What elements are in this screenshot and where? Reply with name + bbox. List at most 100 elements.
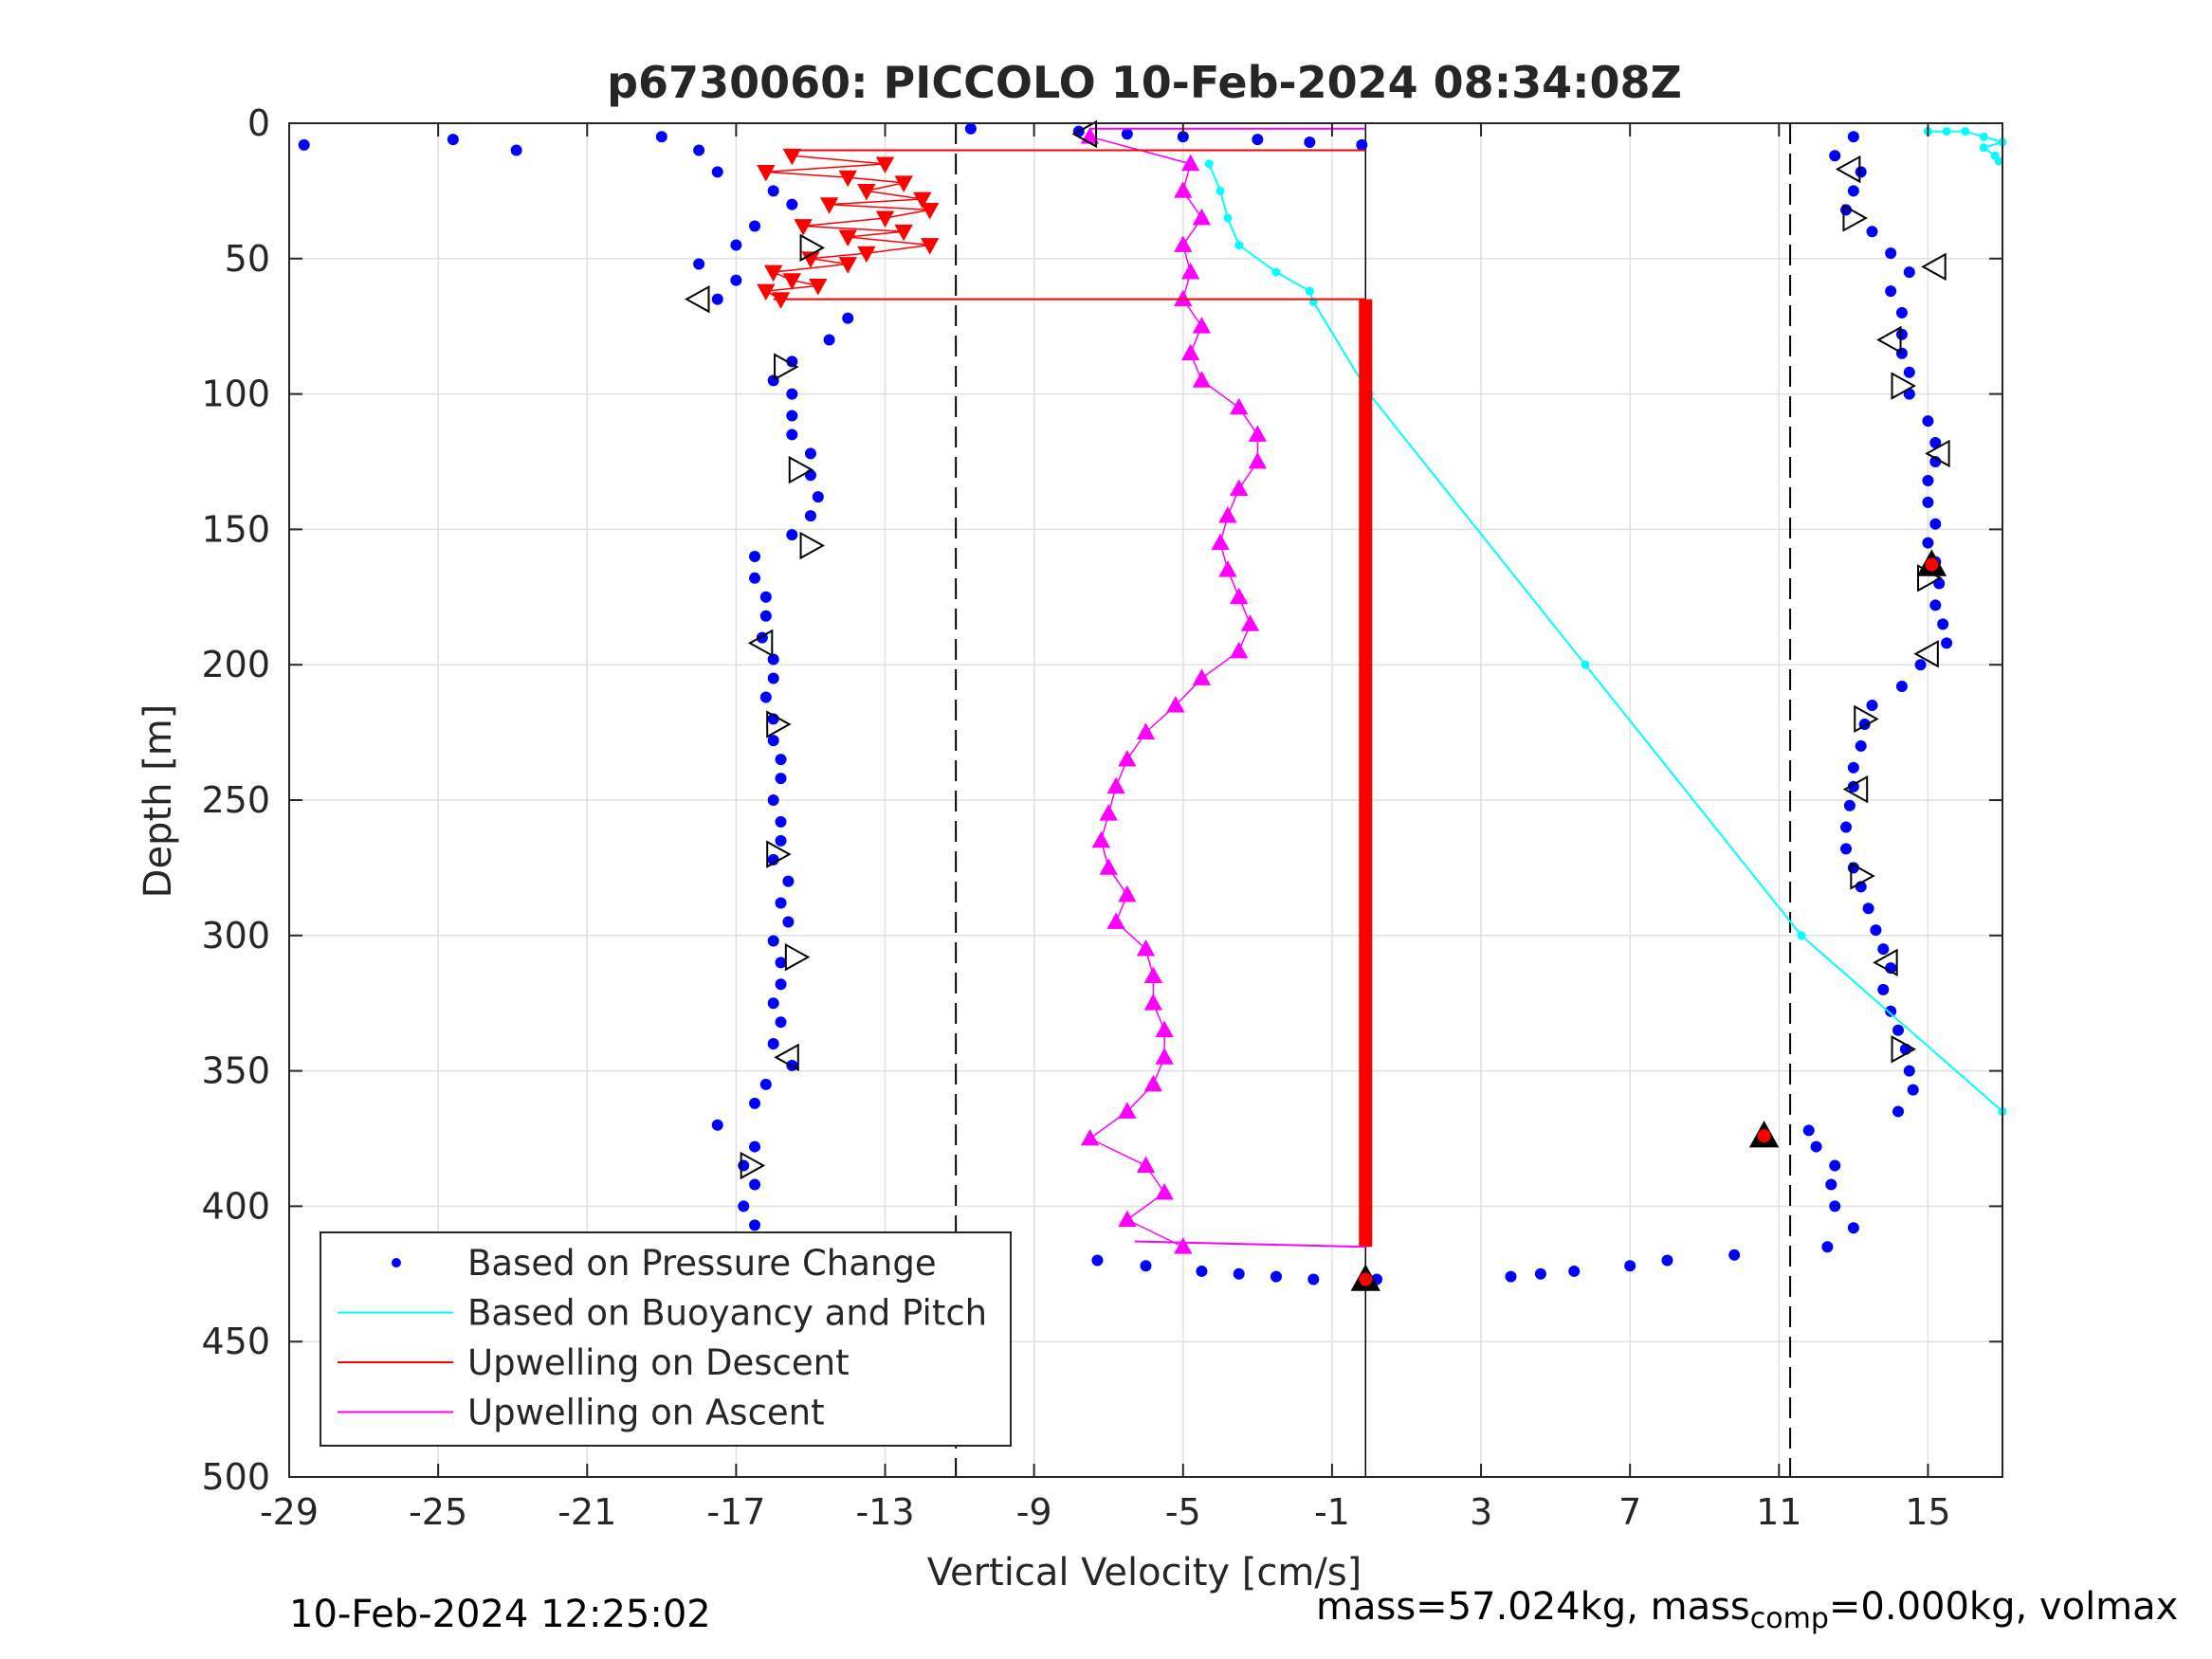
upwelling-ascent-point — [1230, 397, 1249, 415]
pressure-change-point — [759, 610, 772, 622]
upwelling-ascent-point — [1248, 425, 1268, 442]
pressure-change-point — [1941, 637, 1953, 649]
pressure-change-point — [1862, 902, 1874, 915]
x-tick-label: -21 — [558, 1491, 616, 1533]
pressure-change-point — [775, 897, 787, 909]
footer-mass-sub: comp — [1749, 1602, 1829, 1635]
x-tick-label: -1 — [1314, 1491, 1350, 1533]
pressure-change-point — [1661, 1254, 1673, 1267]
upwelling-ascent-point — [1143, 966, 1163, 984]
pressure-change-point — [1140, 1260, 1152, 1272]
pressure-change-point — [1847, 761, 1859, 774]
upwelling-ascent-point — [1174, 1237, 1193, 1254]
pressure-change-point — [1877, 943, 1890, 956]
pressure-change-point — [693, 258, 705, 270]
highlight-marker-dot — [1757, 1129, 1771, 1143]
pressure-change-point — [1892, 1105, 1905, 1118]
open-triangle-marker — [774, 1043, 799, 1072]
upwelling-ascent-point — [1248, 451, 1268, 469]
upwelling-ascent-point — [1155, 1020, 1174, 1038]
y-tick-label: 100 — [201, 374, 270, 415]
upwelling-ascent-point — [1106, 776, 1125, 794]
upwelling-ascent-point — [1136, 1156, 1156, 1173]
pressure-change-point — [1840, 821, 1853, 833]
pressure-change-point — [749, 1140, 761, 1153]
pressure-change-point — [775, 754, 787, 766]
pressure-change-point — [1903, 1065, 1915, 1077]
pressure-change-point — [1922, 537, 1934, 549]
open-triangle-marker — [766, 840, 792, 868]
x-tick-label: -29 — [260, 1491, 319, 1533]
upwelling-descent-point — [782, 273, 802, 290]
upwelling-ascent-point — [1080, 1128, 1100, 1146]
pressure-change-point — [759, 1078, 772, 1090]
pressure-change-point — [1829, 150, 1841, 162]
pressure-change-point — [767, 185, 779, 197]
upwelling-ascent-point — [1166, 695, 1185, 713]
pressure-change-point — [1914, 659, 1927, 671]
upwelling-ascent-point — [1192, 208, 1212, 226]
open-triangle-marker — [1842, 775, 1869, 804]
pressure-change-point — [1840, 843, 1853, 855]
pressure-change-point — [767, 735, 779, 747]
pressure-change-point — [1624, 1260, 1636, 1272]
upwelling-descent-point — [920, 238, 940, 255]
open-triangle-marker — [1850, 862, 1875, 890]
open-triangle-marker — [766, 710, 792, 738]
legend-label: Upwelling on Ascent — [467, 1393, 825, 1433]
upwelling-descent-point — [757, 283, 776, 301]
upwelling-descent-point — [913, 191, 932, 210]
upwelling-ascent-point — [1192, 317, 1212, 334]
pressure-change-point — [823, 334, 835, 346]
upwelling-ascent-point — [1180, 263, 1200, 280]
pressure-change-point — [1895, 328, 1908, 340]
pressure-change-point — [786, 198, 798, 210]
pressure-change-point — [749, 1219, 761, 1231]
pressure-change-point — [1885, 1005, 1897, 1017]
open-triangle-marker — [1891, 372, 1916, 400]
footer-mass-prefix: mass=57.024kg, mass — [1316, 1585, 1750, 1629]
pressure-change-point — [786, 428, 798, 441]
pressure-change-point — [1847, 185, 1859, 197]
buoyancy-pitch-point — [1271, 267, 1281, 277]
pressure-change-point — [1728, 1249, 1741, 1261]
upwelling-descent-point — [838, 257, 857, 274]
pressure-change-point — [1196, 1265, 1208, 1277]
upwelling-ascent-point — [1118, 1102, 1137, 1119]
pressure-change-point — [1877, 983, 1890, 995]
buoyancy-pitch-point — [1979, 143, 1988, 153]
pressure-change-point — [1937, 618, 1949, 630]
y-tick-label: 0 — [247, 102, 270, 144]
open-triangle-marker — [685, 284, 710, 314]
upwelling-descent-line — [763, 155, 930, 301]
upwelling-ascent-point — [1155, 1183, 1174, 1200]
pressure-change-point — [1177, 131, 1189, 143]
upwelling-ascent-point — [1180, 343, 1200, 361]
pressure-change-point — [749, 220, 761, 232]
pressure-change-point — [693, 144, 705, 156]
y-tick-label: 200 — [201, 644, 270, 685]
buoyancy-pitch-point — [1234, 241, 1244, 250]
pressure-change-point — [1534, 1267, 1546, 1280]
x-tick-label: -25 — [409, 1491, 467, 1533]
pressure-change-point — [964, 122, 977, 135]
upwelling-descent-point — [794, 219, 813, 236]
open-triangle-marker — [784, 942, 811, 972]
y-tick-label: 250 — [201, 779, 270, 821]
pressure-change-point — [804, 447, 816, 460]
upwelling-descent-point — [875, 156, 895, 173]
open-triangle-marker — [740, 1151, 766, 1180]
pressure-change-point — [1922, 496, 1934, 508]
pressure-change-point — [786, 388, 798, 400]
pressure-change-point — [655, 131, 667, 143]
pressure-change-point — [1866, 226, 1878, 238]
upwelling-ascent-point — [1192, 668, 1212, 685]
x-tick-label: 15 — [1905, 1491, 1950, 1533]
pressure-change-point — [1855, 739, 1867, 752]
pressure-change-point — [1895, 306, 1908, 319]
upwelling-descent-point — [809, 278, 828, 296]
open-triangle-marker — [1071, 119, 1098, 149]
pressure-change-point — [1903, 366, 1915, 378]
open-triangle-marker — [1913, 640, 1939, 668]
